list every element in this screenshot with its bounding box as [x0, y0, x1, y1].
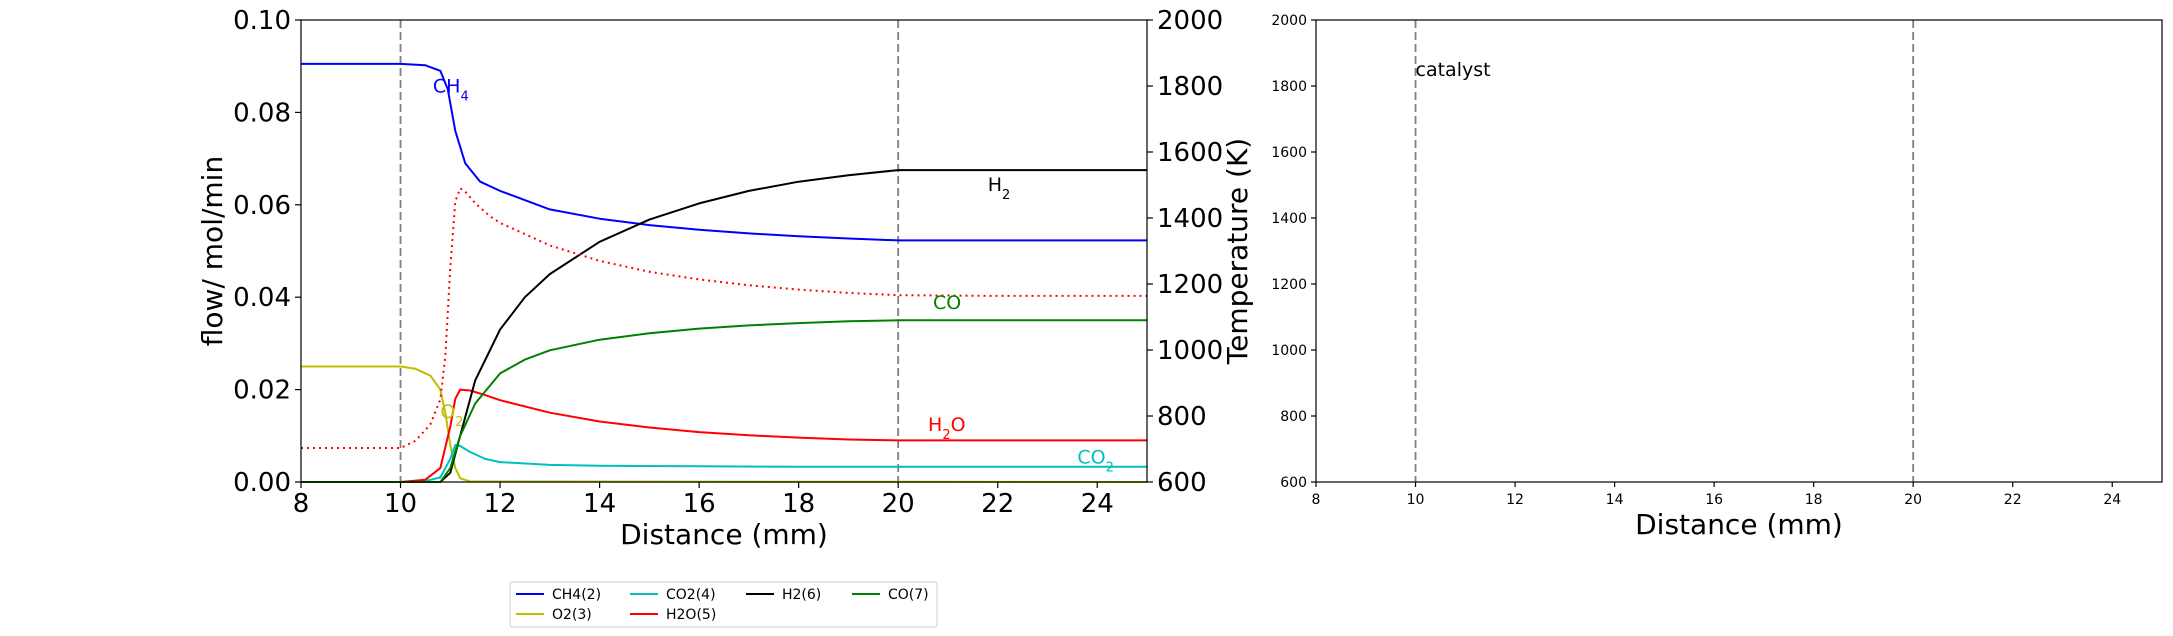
right-x-tick-label: 12 [1506, 492, 1524, 508]
species-annotation: CH4 [433, 76, 469, 105]
legend-box [509, 581, 938, 628]
right-panel: 8 10 12 14 16 18 20 22 24 600 800 1000 1200 1400 1600 1… [1271, 13, 2163, 541]
y2-tick-label: 1200 [1157, 270, 1223, 300]
y-axis-label: flow/ mol/min [196, 156, 229, 346]
y2-tick-label: 1400 [1157, 204, 1223, 234]
right-plot-frame [1315, 19, 2163, 483]
right-x-tick-label: 16 [1705, 492, 1723, 508]
right-x-tick-label: 8 [1312, 492, 1321, 508]
y-tick-label: 0.02 [233, 376, 291, 406]
right-y-tick-label: 1000 [1271, 343, 1307, 359]
legend-label: CO(7) [888, 587, 929, 603]
y2-tick-label: 1800 [1157, 72, 1223, 102]
right-x-tick-label: 14 [1606, 492, 1624, 508]
x-tick-label: 24 [1081, 489, 1114, 519]
y-tick-label: 0.08 [233, 98, 291, 128]
right-x-axis-label: Distance (mm) [1635, 508, 1843, 541]
right-x-tick-label: 18 [1805, 492, 1823, 508]
right-y-tick-label: 600 [1280, 475, 1307, 491]
legend-label: H2O(5) [666, 607, 716, 623]
right-y-tick-label: 1800 [1271, 79, 1307, 95]
x-tick-label: 8 [293, 489, 310, 519]
x-tick-label: 10 [384, 489, 417, 519]
right-y-tick-label: 2000 [1271, 13, 1307, 29]
series-line-0 [301, 62, 1147, 242]
legend-label: CH4(2) [552, 587, 601, 603]
series-line-3 [301, 388, 1147, 483]
right-x-tick-label: 22 [2004, 492, 2022, 508]
x-tick-label: 22 [981, 489, 1014, 519]
species-annotation: H2O [928, 414, 966, 443]
y2-tick-label: 2000 [1157, 6, 1223, 36]
right-y-tick-label: 1600 [1271, 145, 1307, 161]
species-annotation: CO2 [1077, 447, 1114, 476]
legend-label: H2(6) [782, 587, 821, 603]
right-x-tick-label: 24 [2103, 492, 2121, 508]
species-annotation: H2 [988, 174, 1011, 203]
right-x-tick-label: 10 [1407, 492, 1425, 508]
right-y-tick-label: 1200 [1271, 277, 1307, 293]
x-tick-label: 20 [882, 489, 915, 519]
left-plot-frame [300, 19, 1148, 483]
series-line-4 [301, 169, 1147, 483]
y2-tick-label: 1000 [1157, 336, 1223, 366]
y-tick-label: 0.10 [233, 6, 291, 36]
y2-tick-label: 1600 [1157, 138, 1223, 168]
y2-tick-label: 800 [1157, 402, 1207, 432]
x-tick-label: 14 [583, 489, 616, 519]
y2-tick-label: 600 [1157, 468, 1207, 498]
x-tick-label: 18 [782, 489, 815, 519]
right-y-tick-label: 1400 [1271, 211, 1307, 227]
y2-axis-label: Temperature (K) [1221, 138, 1254, 365]
legend-label: O2(3) [552, 607, 592, 623]
legend-label: CO2(4) [666, 587, 716, 603]
species-annotation: O2 [440, 401, 463, 430]
right-x-tick-label: 20 [1904, 492, 1922, 508]
y-tick-label: 0.06 [233, 191, 291, 221]
catalyst-label: catalyst [1416, 59, 1491, 81]
series-line-6 [301, 187, 1147, 449]
x-axis-label: Distance (mm) [620, 518, 828, 551]
left-panel: 8 10 12 14 16 18 20 22 24 0.00 0.02 0.04 0.06 0.08 0.1… [196, 6, 1254, 628]
y-tick-label: 0.04 [233, 283, 291, 313]
y-tick-label: 0.00 [233, 468, 291, 498]
species-annotation: CO [933, 292, 961, 314]
legend: CH4(2) CO2(4) H2(6) CO(7) O2(3) H2O(5) [509, 581, 938, 628]
right-y-tick-label: 800 [1280, 409, 1307, 425]
x-tick-label: 12 [484, 489, 517, 519]
x-tick-label: 16 [683, 489, 716, 519]
series-line-2 [301, 444, 1147, 483]
series-line-5 [301, 319, 1147, 483]
series-line-1 [301, 365, 1148, 483]
